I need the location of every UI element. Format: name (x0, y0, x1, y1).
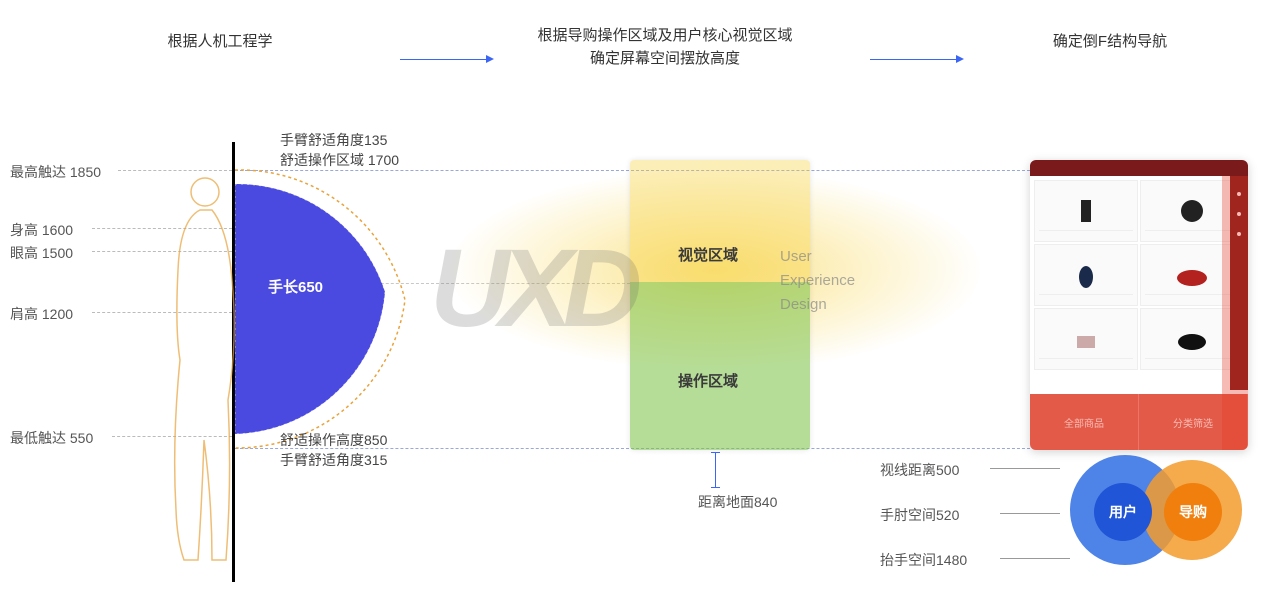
bottom-btn-all: 全部商品 (1030, 394, 1139, 450)
phone-topbar (1030, 160, 1248, 176)
product-card (1034, 244, 1138, 306)
sidebar-dot-icon (1237, 192, 1241, 196)
leader-line (1000, 513, 1060, 514)
metric-raise: 抬手空间1480 (880, 550, 967, 570)
step-2-title: 根据导购操作区域及用户核心视觉区域 确定屏幕空间摆放高度 (520, 24, 810, 68)
sidebar-dot-icon (1237, 212, 1241, 216)
screen-zones: 视觉区域 操作区域 (630, 160, 810, 450)
leader-line (1000, 558, 1070, 559)
hand-length-label: 手长650 (268, 276, 323, 297)
product-card (1140, 244, 1244, 306)
bottom-btn-filter: 分类筛选 (1139, 394, 1248, 450)
phone-sidebar (1230, 176, 1248, 390)
arm-angle-top: 手臂舒适角度135 (280, 130, 399, 150)
product-icon (1071, 196, 1101, 226)
comfort-height-bottom: 舒适操作高度850 (280, 430, 387, 450)
step-3-title: 确定倒F结构导航 (1020, 30, 1200, 51)
product-icon (1175, 326, 1209, 352)
arrow-icon (870, 59, 960, 60)
arrow-icon (400, 59, 490, 60)
label-body-height: 身高 1600 (10, 220, 73, 240)
label-min-reach: 最低触达 550 (10, 428, 93, 448)
step-1-title: 根据人机工程学 (130, 30, 310, 51)
phone-mock: 全部商品 分类筛选 (1030, 160, 1248, 450)
sidebar-dot-icon (1237, 232, 1241, 236)
label-shoulder: 肩高 1200 (10, 304, 73, 324)
product-card (1140, 180, 1244, 242)
ground-bracket-icon (715, 452, 716, 488)
operation-zone (630, 282, 810, 450)
product-card (1140, 308, 1244, 370)
product-card (1034, 308, 1138, 370)
body-silhouette-icon (150, 170, 240, 570)
vision-zone-label: 视觉区域 (678, 244, 738, 265)
leader-line (990, 468, 1060, 469)
arm-caption-bottom: 舒适操作高度850 手臂舒适角度315 (280, 430, 387, 470)
operation-zone-label: 操作区域 (678, 370, 738, 391)
product-icon (1175, 262, 1209, 288)
label-max-reach: 最高触达 1850 (10, 162, 101, 182)
arm-caption-top: 手臂舒适角度135 舒适操作区域 1700 (280, 130, 399, 170)
step-2-line1: 根据导购操作区域及用户核心视觉区域 (537, 27, 792, 44)
arm-angle-bottom: 手臂舒适角度315 (280, 450, 387, 470)
venn-user-label: 用户 (1094, 483, 1152, 541)
metric-sight: 视线距离500 (880, 460, 959, 480)
process-header: 根据人机工程学 根据导购操作区域及用户核心视觉区域 确定屏幕空间摆放高度 确定倒… (0, 24, 1280, 74)
label-eye-height: 眼高 1500 (10, 243, 73, 263)
phone-bottom-bar: 全部商品 分类筛选 (1030, 394, 1248, 450)
product-card (1034, 180, 1138, 242)
ground-distance-label: 距离地面840 (698, 492, 777, 512)
comfort-zone-top: 舒适操作区域 1700 (280, 150, 399, 170)
product-icon (1071, 326, 1101, 352)
metric-elbow: 手肘空间520 (880, 505, 959, 525)
venn-guide-label: 导购 (1164, 483, 1222, 541)
ergonomics-panel: 最高触达 1850 身高 1600 眼高 1500 肩高 1200 最低触达 5… (0, 130, 520, 590)
product-icon (1071, 260, 1101, 290)
product-icon (1177, 196, 1207, 226)
product-grid (1030, 176, 1248, 370)
step-2-line2: 确定屏幕空间摆放高度 (520, 47, 810, 68)
